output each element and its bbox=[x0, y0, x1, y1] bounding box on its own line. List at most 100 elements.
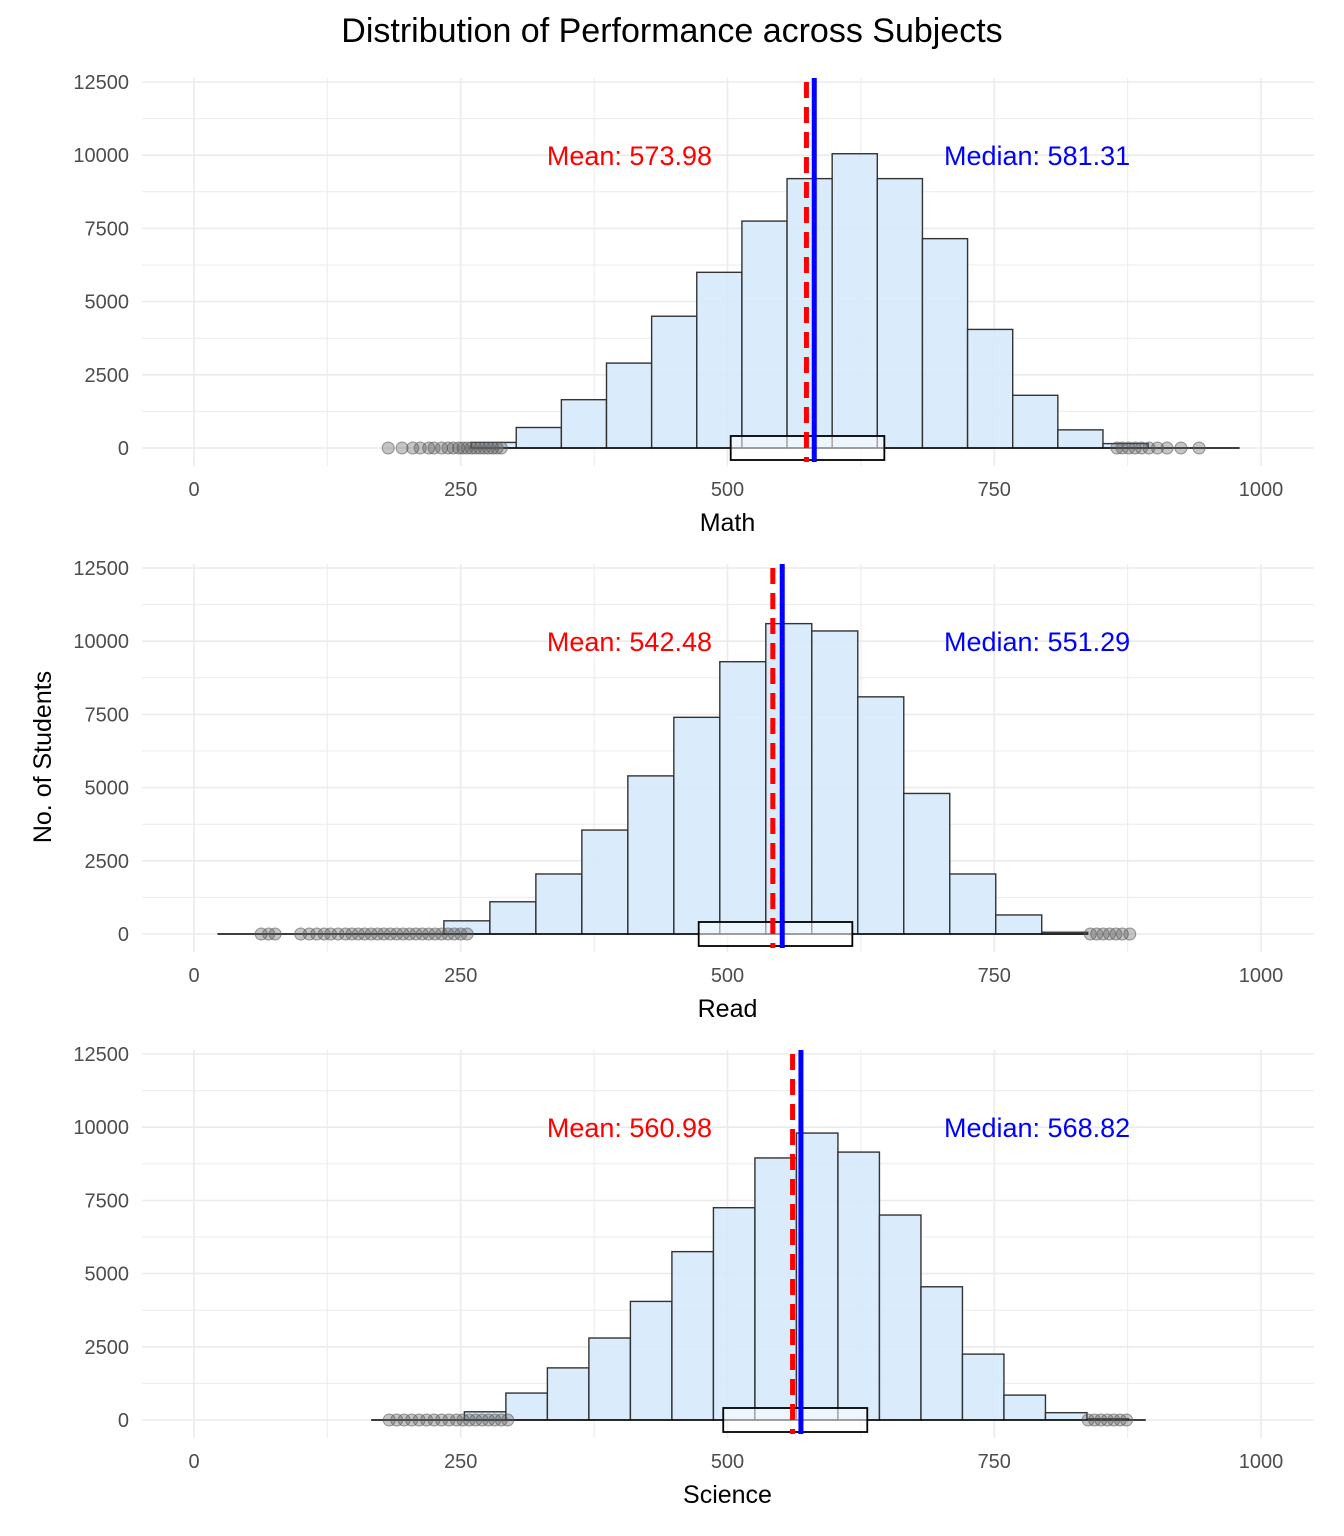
outlier-point bbox=[427, 1413, 441, 1427]
x-tick-label: 250 bbox=[444, 1451, 477, 1473]
outlier-point bbox=[460, 927, 474, 941]
histogram-bar bbox=[546, 1367, 590, 1421]
y-tick-label: 0 bbox=[118, 438, 129, 460]
y-tick-label: 7500 bbox=[85, 218, 130, 240]
histogram-bar bbox=[627, 775, 675, 935]
x-tick-label: 750 bbox=[978, 965, 1011, 987]
mean-annotation: Mean: 560.98 bbox=[547, 1113, 712, 1143]
y-tick-label: 10000 bbox=[73, 145, 129, 167]
outlier-point bbox=[442, 1413, 456, 1427]
outlier-point bbox=[1134, 441, 1148, 455]
y-tick-label: 5000 bbox=[85, 1264, 130, 1286]
outlier-point bbox=[494, 441, 508, 455]
x-tick-label: 750 bbox=[978, 1451, 1011, 1473]
y-tick-label: 2500 bbox=[85, 851, 130, 873]
x-axis-label: Math bbox=[700, 509, 756, 537]
x-tick-label: 1000 bbox=[1239, 1451, 1284, 1473]
histogram-bar bbox=[961, 1353, 1005, 1421]
outlier-point bbox=[446, 441, 460, 455]
outlier-point bbox=[331, 927, 345, 941]
outlier-point bbox=[422, 441, 436, 455]
x-tick-label: 750 bbox=[978, 479, 1011, 501]
chart-title: Distribution of Performance across Subje… bbox=[341, 12, 1002, 50]
boxplot-box bbox=[722, 1407, 869, 1433]
x-tick-label: 500 bbox=[711, 965, 744, 987]
histogram-bar bbox=[535, 873, 583, 935]
y-tick-label: 0 bbox=[118, 924, 129, 946]
outlier-point bbox=[1192, 441, 1206, 455]
y-tick-label: 7500 bbox=[85, 704, 130, 726]
y-tick-label: 2500 bbox=[85, 1337, 130, 1359]
histogram-bar bbox=[754, 1157, 798, 1421]
histogram-bar bbox=[1057, 429, 1104, 449]
histogram-bar bbox=[1012, 394, 1059, 449]
histogram-bar bbox=[831, 153, 879, 449]
histogram-bar bbox=[629, 1300, 673, 1421]
x-tick-label: 250 bbox=[444, 479, 477, 501]
outlier-point bbox=[324, 927, 338, 941]
histogram-bar bbox=[966, 328, 1014, 449]
y-tick-label: 12500 bbox=[73, 72, 129, 94]
histogram-bar bbox=[786, 177, 833, 449]
outlier-point bbox=[268, 927, 282, 941]
outlier-point bbox=[420, 1413, 434, 1427]
histogram-bar bbox=[811, 630, 859, 935]
y-tick-label: 7500 bbox=[85, 1190, 130, 1212]
y-tick-label: 10000 bbox=[73, 631, 129, 653]
outlier-point bbox=[1123, 927, 1137, 941]
y-tick-label: 12500 bbox=[73, 1044, 129, 1066]
x-axis-label: Read bbox=[698, 995, 758, 1023]
outlier-point bbox=[406, 441, 420, 455]
y-tick-label: 5000 bbox=[85, 292, 130, 314]
histogram-bar bbox=[673, 716, 721, 935]
histogram-bar bbox=[995, 914, 1043, 935]
mean-annotation: Mean: 573.98 bbox=[547, 141, 712, 171]
mean-annotation: Mean: 542.48 bbox=[547, 627, 712, 657]
histogram-bar bbox=[581, 829, 629, 935]
median-annotation: Median: 568.82 bbox=[944, 1113, 1130, 1143]
histogram-bar bbox=[1044, 1411, 1088, 1421]
x-tick-label: 1000 bbox=[1239, 479, 1284, 501]
outlier-point bbox=[310, 927, 324, 941]
histogram-bar bbox=[588, 1337, 632, 1421]
histogram-bar bbox=[857, 696, 905, 935]
outlier-point bbox=[412, 1413, 426, 1427]
outlier-point bbox=[254, 927, 268, 941]
outlier-point bbox=[1120, 1413, 1134, 1427]
x-tick-label: 0 bbox=[188, 965, 199, 987]
x-tick-label: 1000 bbox=[1239, 965, 1284, 987]
histogram-bar bbox=[671, 1250, 715, 1421]
outlier-point bbox=[1151, 441, 1165, 455]
x-tick-label: 500 bbox=[711, 1451, 744, 1473]
outlier-point bbox=[397, 1413, 411, 1427]
x-tick-label: 250 bbox=[444, 965, 477, 987]
y-axis-label: No. of Students bbox=[29, 671, 57, 843]
histogram-bar bbox=[878, 1214, 922, 1421]
histogram-bar bbox=[741, 220, 788, 449]
histogram-bar bbox=[605, 362, 653, 449]
outlier-point bbox=[441, 441, 455, 455]
histogram-bar bbox=[515, 426, 563, 449]
boxplot-box bbox=[697, 921, 854, 947]
outlier-point bbox=[395, 441, 409, 455]
histogram-bar bbox=[719, 660, 767, 935]
histogram-bar bbox=[1003, 1394, 1047, 1421]
outlier-point bbox=[501, 1413, 515, 1427]
outlier-point bbox=[435, 1413, 449, 1427]
histogram-bar bbox=[712, 1207, 756, 1421]
histogram-bar bbox=[921, 237, 969, 449]
y-tick-label: 12500 bbox=[73, 558, 129, 580]
histogram-bar bbox=[489, 901, 537, 935]
outlier-point bbox=[382, 1413, 396, 1427]
histogram-bar bbox=[876, 177, 924, 449]
outlier-point bbox=[1160, 441, 1174, 455]
outlier-point bbox=[302, 927, 316, 941]
y-tick-label: 5000 bbox=[85, 778, 130, 800]
outlier-point bbox=[390, 1413, 404, 1427]
outlier-point bbox=[490, 441, 504, 455]
x-tick-label: 500 bbox=[711, 479, 744, 501]
x-tick-label: 0 bbox=[188, 479, 199, 501]
median-annotation: Median: 581.31 bbox=[944, 141, 1130, 171]
